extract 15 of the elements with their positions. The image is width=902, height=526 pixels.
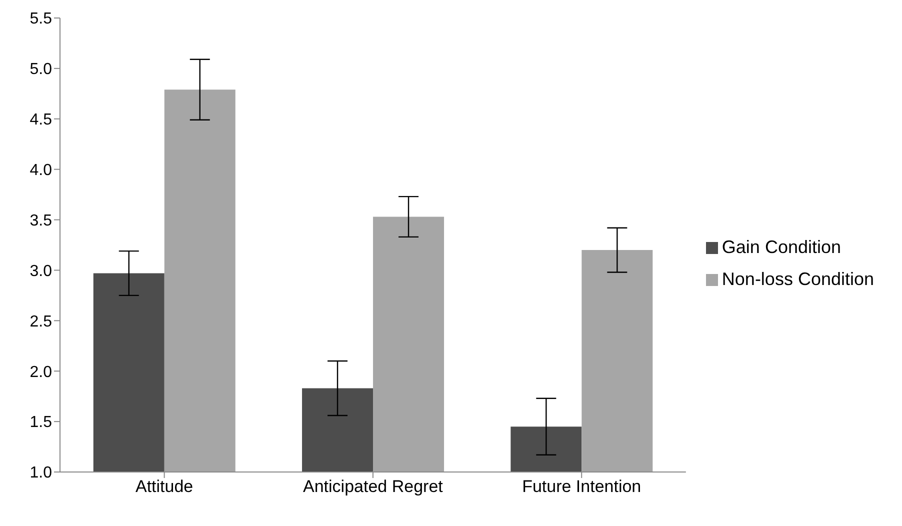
x-tick-label: Anticipated Regret	[303, 477, 444, 496]
legend-label: Non-loss Condition	[722, 269, 874, 289]
y-tick-label: 1.0	[30, 464, 52, 482]
y-tick-label: 5.5	[30, 10, 52, 28]
y-tick-label: 2.5	[30, 313, 52, 330]
y-tick-label: 1.5	[30, 414, 52, 432]
legend-label: Gain Condition	[722, 237, 841, 257]
y-tick-label: 4.0	[30, 162, 52, 180]
x-tick-label: Attitude	[135, 477, 194, 496]
y-tick-label: 5.0	[30, 61, 52, 78]
y-tick-label: 3.5	[30, 212, 52, 230]
y-tick-label: 4.5	[30, 112, 52, 129]
y-tick-label: 2.0	[30, 364, 52, 381]
x-tick-label: Future Intention	[522, 477, 642, 496]
y-tick-label: 3.0	[30, 262, 52, 280]
